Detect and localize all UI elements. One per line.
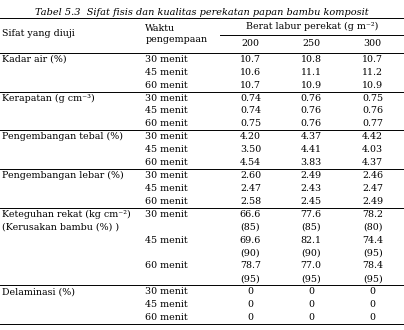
Text: 4.20: 4.20 (240, 132, 261, 141)
Text: 2.49: 2.49 (362, 197, 383, 206)
Text: 0: 0 (370, 287, 376, 296)
Text: 30 menit: 30 menit (145, 171, 188, 180)
Text: 60 menit: 60 menit (145, 313, 188, 322)
Text: 0: 0 (370, 313, 376, 322)
Text: 4.37: 4.37 (362, 158, 383, 167)
Text: 0.75: 0.75 (362, 93, 383, 103)
Text: 0.74: 0.74 (240, 93, 261, 103)
Text: 74.4: 74.4 (362, 236, 383, 245)
Text: 60 menit: 60 menit (145, 81, 188, 89)
Text: (95): (95) (241, 274, 260, 283)
Text: 60 menit: 60 menit (145, 119, 188, 128)
Text: 200: 200 (242, 39, 259, 48)
Text: (80): (80) (363, 223, 383, 232)
Text: 10.7: 10.7 (240, 81, 261, 89)
Text: 45 menit: 45 menit (145, 300, 188, 309)
Text: Delaminasi (%): Delaminasi (%) (2, 287, 75, 296)
Text: 0: 0 (248, 300, 253, 309)
Text: 78.7: 78.7 (240, 261, 261, 270)
Text: 2.58: 2.58 (240, 197, 261, 206)
Text: Tabel 5.3  Sifat fisis dan kualitas perekatan papan bambu komposit: Tabel 5.3 Sifat fisis dan kualitas perek… (35, 8, 369, 17)
Text: 4.37: 4.37 (301, 132, 322, 141)
Text: 78.4: 78.4 (362, 261, 383, 270)
Text: 2.47: 2.47 (240, 184, 261, 193)
Text: 2.60: 2.60 (240, 171, 261, 180)
Text: (85): (85) (241, 223, 260, 232)
Text: 0: 0 (308, 287, 314, 296)
Text: 0.76: 0.76 (301, 107, 322, 116)
Text: 4.41: 4.41 (301, 145, 322, 154)
Text: 250: 250 (302, 39, 320, 48)
Text: Kerapatan (g cm⁻³): Kerapatan (g cm⁻³) (2, 93, 95, 103)
Text: 45 menit: 45 menit (145, 68, 188, 77)
Text: 0.76: 0.76 (362, 107, 383, 116)
Text: 30 menit: 30 menit (145, 55, 188, 64)
Text: 3.50: 3.50 (240, 145, 261, 154)
Text: 78.2: 78.2 (362, 210, 383, 219)
Text: (95): (95) (301, 274, 321, 283)
Text: 4.03: 4.03 (362, 145, 383, 154)
Text: 30 menit: 30 menit (145, 93, 188, 103)
Text: (90): (90) (301, 248, 321, 257)
Text: Pengembangan lebar (%): Pengembangan lebar (%) (2, 171, 124, 180)
Text: Waktu
pengempaan: Waktu pengempaan (145, 24, 208, 44)
Text: Kadar air (%): Kadar air (%) (2, 55, 67, 64)
Text: 4.54: 4.54 (240, 158, 261, 167)
Text: 2.49: 2.49 (301, 171, 322, 180)
Text: (95): (95) (363, 274, 383, 283)
Text: 82.1: 82.1 (301, 236, 322, 245)
Text: 0: 0 (248, 313, 253, 322)
Text: 10.7: 10.7 (240, 55, 261, 64)
Text: Berat labur perekat (g m⁻²): Berat labur perekat (g m⁻²) (246, 22, 378, 31)
Text: Sifat yang diuji: Sifat yang diuji (2, 29, 75, 38)
Text: 77.6: 77.6 (301, 210, 322, 219)
Text: 0: 0 (370, 300, 376, 309)
Text: (90): (90) (241, 248, 260, 257)
Text: 11.2: 11.2 (362, 68, 383, 77)
Text: 69.6: 69.6 (240, 236, 261, 245)
Text: 66.6: 66.6 (240, 210, 261, 219)
Text: 0: 0 (308, 313, 314, 322)
Text: Keteguhan rekat (kg cm⁻²): Keteguhan rekat (kg cm⁻²) (2, 210, 131, 219)
Text: 60 menit: 60 menit (145, 261, 188, 270)
Text: 10.9: 10.9 (301, 81, 322, 89)
Text: 30 menit: 30 menit (145, 210, 188, 219)
Text: 45 menit: 45 menit (145, 107, 188, 116)
Text: 300: 300 (364, 39, 382, 48)
Text: 10.8: 10.8 (301, 55, 322, 64)
Text: 0.74: 0.74 (240, 107, 261, 116)
Text: 10.6: 10.6 (240, 68, 261, 77)
Text: 3.83: 3.83 (301, 158, 322, 167)
Text: (Kerusakan bambu (%) ): (Kerusakan bambu (%) ) (2, 223, 119, 232)
Text: 10.9: 10.9 (362, 81, 383, 89)
Text: 10.7: 10.7 (362, 55, 383, 64)
Text: 2.43: 2.43 (301, 184, 322, 193)
Text: 77.0: 77.0 (301, 261, 322, 270)
Text: 11.1: 11.1 (301, 68, 322, 77)
Text: 0.76: 0.76 (301, 119, 322, 128)
Text: (85): (85) (301, 223, 321, 232)
Text: 45 menit: 45 menit (145, 184, 188, 193)
Text: 45 menit: 45 menit (145, 145, 188, 154)
Text: 30 menit: 30 menit (145, 132, 188, 141)
Text: 0: 0 (308, 300, 314, 309)
Text: 4.42: 4.42 (362, 132, 383, 141)
Text: (95): (95) (363, 248, 383, 257)
Text: 0.75: 0.75 (240, 119, 261, 128)
Text: 0: 0 (248, 287, 253, 296)
Text: 60 menit: 60 menit (145, 158, 188, 167)
Text: 45 menit: 45 menit (145, 236, 188, 245)
Text: 0.76: 0.76 (301, 93, 322, 103)
Text: Pengembangan tebal (%): Pengembangan tebal (%) (2, 132, 123, 141)
Text: 60 menit: 60 menit (145, 197, 188, 206)
Text: 2.47: 2.47 (362, 184, 383, 193)
Text: 2.46: 2.46 (362, 171, 383, 180)
Text: 0.77: 0.77 (362, 119, 383, 128)
Text: 30 menit: 30 menit (145, 287, 188, 296)
Text: 2.45: 2.45 (301, 197, 322, 206)
